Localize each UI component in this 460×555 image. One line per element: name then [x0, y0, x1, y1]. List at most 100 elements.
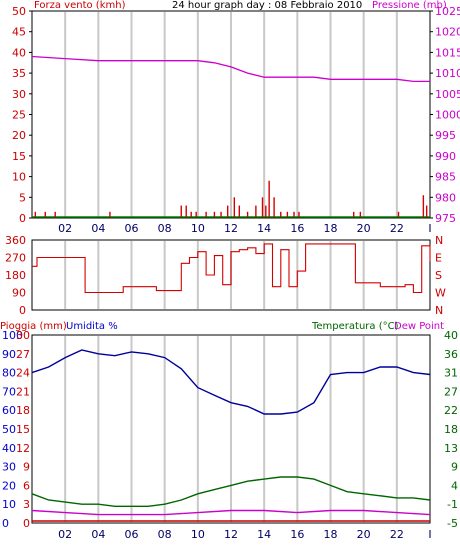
x-tick-label-bottom: 16 [290, 528, 304, 541]
x-tick-label-bottom: 12 [224, 528, 238, 541]
x-tick-label: 06 [125, 222, 139, 235]
y-tick-label-wind: 10 [12, 171, 26, 184]
x-tick-label: 12 [224, 222, 238, 235]
x-tick-label-bottom: 08 [158, 528, 172, 541]
x-tick-label: 18 [324, 222, 338, 235]
x-tick-label: 08 [158, 222, 172, 235]
x-tick-label-bottom: 18 [324, 528, 338, 541]
x-tick-label: 16 [290, 222, 304, 235]
series-pressure-line [31, 55, 430, 83]
header-umidita: Umidita % [66, 321, 118, 332]
y-tick-label-wind: 20 [12, 129, 26, 142]
x-tick-label: 14 [257, 222, 271, 235]
x-tick-label-bottom: I [428, 528, 431, 541]
x-tick-label: 10 [191, 222, 205, 235]
y-tick-label-temperature: 9 [451, 461, 458, 474]
x-tick-label-bottom: 02 [58, 528, 72, 541]
y-tick-label-rain: 21 [16, 385, 30, 398]
header-temperatura: Temperatura (°C) [312, 321, 399, 332]
y-tick-label-pressure: 1010 [435, 67, 460, 80]
header-dewpoint: Dew Point [394, 321, 445, 332]
x-tick-label-bottom: 10 [191, 528, 205, 541]
y-tick-label-rain: 9 [23, 461, 30, 474]
y-tick-label-rain: 24 [16, 367, 30, 380]
y-tick-label-humidity: 100 [2, 329, 23, 342]
y-tick-label-wind: 15 [12, 150, 26, 163]
y-tick-label-humidity: 90 [2, 348, 16, 361]
y-tick-label-pressure: 980 [435, 191, 456, 204]
y-tick-label-pressure: 990 [435, 150, 456, 163]
x-tick-label: 02 [58, 222, 72, 235]
y-tick-label-wind: 45 [12, 26, 26, 39]
y-tick-label-temperature: 22 [444, 404, 458, 417]
series-direction-line [32, 243, 431, 294]
y-tick-label-pressure: 1005 [435, 88, 460, 101]
y-tick-label-rain: 18 [16, 404, 30, 417]
y-tick-label-humidity: 30 [2, 461, 16, 474]
y-tick-label-temperature: 31 [444, 367, 458, 380]
header-right-title: Pressione (mb) [372, 0, 447, 11]
y-tick-label-pressure: 995 [435, 129, 456, 142]
y-tick-label-humidity: 20 [2, 479, 16, 492]
x-tick-label-bottom: 04 [91, 528, 105, 541]
y-tick-label-wind: 35 [12, 67, 26, 80]
x-tick-label: 04 [91, 222, 105, 235]
y-tick-label-direction: 90 [12, 287, 26, 300]
x-tick-label-bottom: 22 [390, 528, 404, 541]
y-tick-label-rain: 6 [23, 479, 30, 492]
y-tick-label-compass: E [435, 252, 442, 265]
y-tick-label-compass: S [435, 269, 442, 282]
y-tick-label-temperature: -5 [447, 517, 458, 530]
y-tick-label-wind: 25 [12, 109, 26, 122]
y-tick-label-direction: 0 [19, 304, 26, 317]
y-tick-label-compass: N [435, 304, 443, 317]
y-tick-label-temperature: 27 [444, 385, 458, 398]
header-pioggia: Pioggia (mm) [0, 321, 67, 332]
y-tick-label-rain: 15 [16, 423, 30, 436]
y-tick-label-humidity: 60 [2, 404, 16, 417]
y-tick-label-rain: 27 [16, 348, 30, 361]
y-tick-label-direction: 270 [5, 252, 26, 265]
y-tick-label-humidity: 0 [2, 517, 9, 530]
y-tick-label-temperature: 40 [444, 329, 458, 342]
y-tick-label-compass: W [435, 287, 446, 300]
series-temperature-line [31, 476, 431, 507]
y-tick-label-humidity: 50 [2, 423, 16, 436]
y-tick-label-wind: 50 [12, 5, 26, 18]
y-tick-label-wind: 30 [12, 88, 26, 101]
y-tick-label-temperature: -1 [447, 498, 458, 511]
y-tick-label-temperature: 13 [444, 442, 458, 455]
y-tick-label-rain: 12 [16, 442, 30, 455]
y-tick-label-direction: 180 [5, 269, 26, 282]
y-tick-label-rain: 3 [23, 498, 30, 511]
x-tick-label: I [428, 222, 431, 235]
y-tick-label-pressure: 1020 [435, 26, 460, 39]
y-tick-label-rain: 30 [16, 329, 30, 342]
y-tick-label-pressure: 1015 [435, 46, 460, 59]
y-tick-label-wind: 5 [19, 191, 26, 204]
y-tick-label-temperature: 36 [444, 348, 458, 361]
y-tick-label-compass: N [435, 234, 443, 247]
series-dewpoint-line [31, 509, 431, 516]
y-tick-label-humidity: 10 [2, 498, 16, 511]
y-tick-label-wind: 0 [19, 212, 26, 225]
y-tick-label-pressure: 1025 [435, 5, 460, 18]
y-tick-label-humidity: 80 [2, 367, 16, 380]
header-left-title: Forza vento (kmh) [34, 0, 126, 11]
y-tick-label-temperature: 18 [444, 423, 458, 436]
y-tick-label-humidity: 70 [2, 385, 16, 398]
y-tick-label-rain: 0 [23, 517, 30, 530]
y-tick-label-humidity: 40 [2, 442, 16, 455]
x-tick-label-bottom: 14 [257, 528, 271, 541]
y-tick-label-direction: 360 [5, 234, 26, 247]
y-tick-label-pressure: 985 [435, 171, 456, 184]
y-tick-label-temperature: 4 [451, 479, 458, 492]
y-tick-label-wind: 40 [12, 46, 26, 59]
x-tick-label-bottom: 06 [125, 528, 139, 541]
x-tick-label: 22 [390, 222, 404, 235]
x-tick-label: 20 [357, 222, 371, 235]
y-tick-label-pressure: 975 [435, 212, 456, 225]
series-humidity-line [31, 349, 431, 415]
